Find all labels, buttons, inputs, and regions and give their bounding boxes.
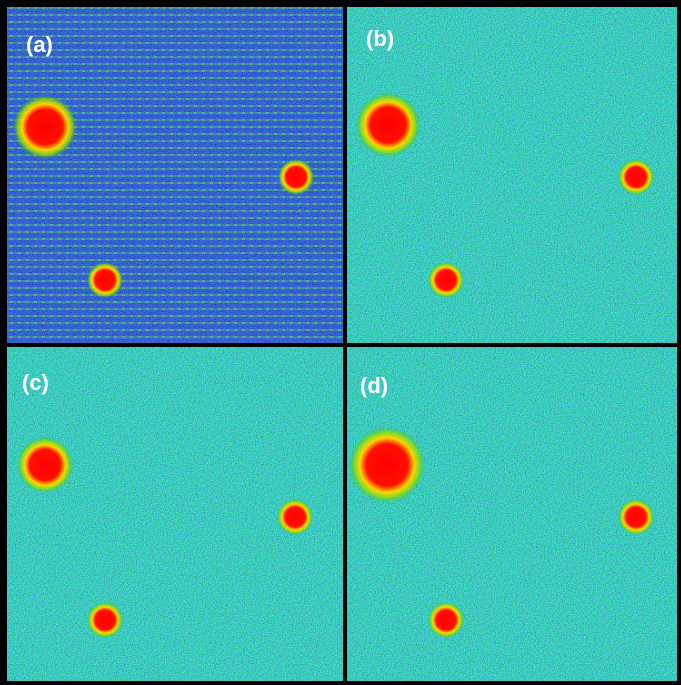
spot bbox=[278, 159, 314, 195]
spot bbox=[87, 602, 123, 638]
panel-label: (d) bbox=[360, 373, 388, 398]
spot bbox=[277, 499, 313, 535]
spot bbox=[17, 437, 73, 493]
panel-label: (a) bbox=[26, 32, 53, 57]
spot bbox=[349, 427, 425, 503]
panel-d: (d) bbox=[347, 347, 677, 681]
panel-c: (c) bbox=[7, 347, 343, 681]
panel-a: (a) bbox=[7, 7, 343, 343]
spot bbox=[428, 262, 464, 298]
spot bbox=[356, 93, 420, 157]
spot bbox=[13, 95, 77, 159]
panel-label: (b) bbox=[366, 26, 394, 51]
spot bbox=[428, 602, 464, 638]
panel-b: (b) bbox=[347, 7, 677, 343]
spot bbox=[618, 159, 654, 195]
spot bbox=[87, 262, 123, 298]
spot bbox=[618, 499, 654, 535]
panel-label: (c) bbox=[22, 370, 49, 395]
